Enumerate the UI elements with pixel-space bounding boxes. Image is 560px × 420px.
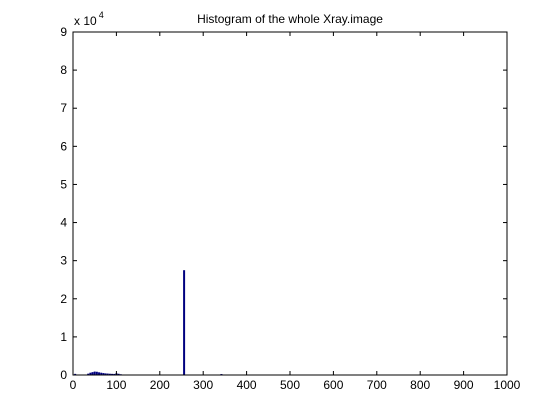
x-tick-label: 100 bbox=[106, 378, 126, 392]
histogram-bar bbox=[74, 373, 77, 375]
x-tick-label: 600 bbox=[323, 378, 343, 392]
x-tick-label: 200 bbox=[150, 378, 170, 392]
histogram-bar bbox=[87, 373, 90, 375]
histogram-bar bbox=[111, 373, 114, 375]
x-axis-ticks: 0 100 200 300 400 500 600 700 800 900 1000 bbox=[70, 32, 521, 392]
histogram-bar bbox=[98, 372, 101, 375]
histogram-bar bbox=[113, 373, 116, 375]
histogram-bar bbox=[106, 373, 109, 375]
histogram-bar bbox=[117, 373, 120, 375]
y-axis-ticks: 0 1 2 3 4 5 6 7 8 9 bbox=[60, 25, 507, 382]
chart-title: Histogram of the whole Xray.image bbox=[197, 12, 383, 26]
histogram-bar bbox=[93, 371, 96, 375]
x-tick-label: 1000 bbox=[494, 378, 521, 392]
x-tick-label: 0 bbox=[70, 378, 77, 392]
plot-area bbox=[73, 32, 507, 375]
y-tick-label: 6 bbox=[60, 139, 67, 153]
histogram-bar bbox=[102, 373, 105, 375]
y-tick-label: 2 bbox=[60, 292, 67, 306]
y-tick-label: 0 bbox=[60, 368, 67, 382]
y-tick-label: 8 bbox=[60, 63, 67, 77]
y-tick-label: 7 bbox=[60, 101, 67, 115]
x-tick-label: 300 bbox=[193, 378, 213, 392]
histogram-bar bbox=[95, 371, 98, 375]
y-tick-label: 5 bbox=[60, 177, 67, 191]
y-exponent-label: x 10 4 bbox=[74, 10, 104, 28]
histogram-bar bbox=[183, 270, 186, 375]
y-tick-label: 9 bbox=[60, 25, 67, 39]
x-tick-label: 700 bbox=[367, 378, 387, 392]
histogram-bar bbox=[89, 372, 92, 375]
x-tick-label: 500 bbox=[280, 378, 300, 392]
y-tick-label: 4 bbox=[60, 216, 67, 230]
y-exponent-base: x 10 bbox=[74, 14, 97, 28]
y-exponent-power: 4 bbox=[99, 10, 104, 20]
x-tick-label: 800 bbox=[410, 378, 430, 392]
y-tick-label: 1 bbox=[60, 330, 67, 344]
y-tick-label: 3 bbox=[60, 254, 67, 268]
x-tick-label: 900 bbox=[454, 378, 474, 392]
histogram-bar bbox=[100, 372, 103, 375]
histogram-bar bbox=[91, 372, 94, 375]
x-tick-label: 400 bbox=[237, 378, 257, 392]
histogram-bar bbox=[104, 373, 107, 375]
histogram-bar bbox=[108, 373, 111, 375]
